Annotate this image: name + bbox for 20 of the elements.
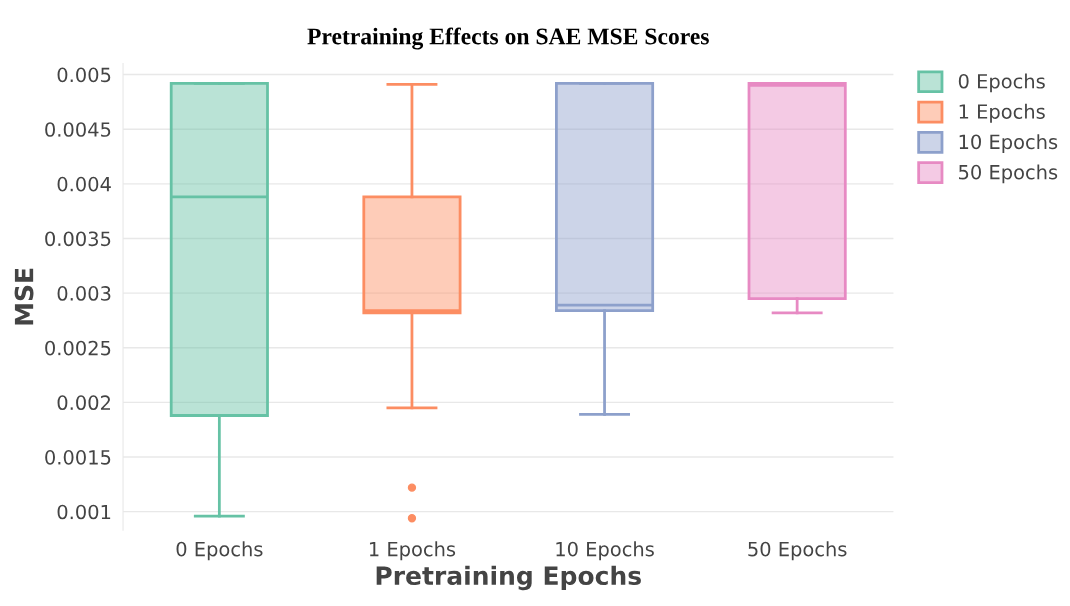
y-tick-label: 0.005 [57,67,111,83]
y-tick-label: 0.004 [57,176,111,192]
legend-label: 10 Epochs [959,134,1058,153]
y-axis-title: MSE [14,268,34,325]
y-tick-label: 0.0025 [45,340,111,356]
y-tick-label: 0.001 [57,504,111,520]
x-tick-label: 0 Epochs [176,541,263,561]
x-tick-label: 10 Epochs [556,541,654,561]
y-tick-label: 0.0045 [45,122,111,137]
y-tick-label: 0.003 [57,286,111,301]
y-tick-label: 0.002 [57,395,110,411]
x-tick-label: 50 Epochs [748,541,847,561]
chart-title: Pretraining Effects on SAE MSE Scores [307,27,709,50]
y-tick-label: 0.0015 [45,449,111,465]
legend-label: 1 Epochs [959,103,1045,123]
y-tick-label: 0.0035 [45,231,111,247]
legend-label: 50 Epochs [959,164,1058,184]
legend-label: 0 Epochs [958,73,1045,93]
x-tick-label: 1 Epochs [369,541,456,561]
x-axis-title: Pretraining Epochs [376,565,641,591]
